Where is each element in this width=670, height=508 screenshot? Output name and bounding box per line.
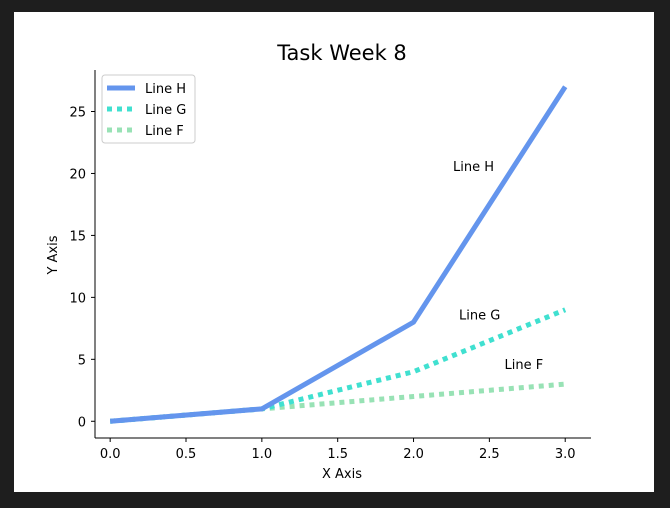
annotation-line-h: Line H [453, 160, 494, 175]
legend-label-line-g: Line G [145, 103, 186, 118]
x-tick-label: 0.0 [100, 447, 121, 462]
y-axis-label: Y Axis [46, 235, 61, 275]
x-tick-label: 1.5 [327, 447, 348, 462]
x-tick-label: 2.5 [479, 447, 500, 462]
legend: Line H Line G Line F [101, 74, 196, 144]
x-tick-label: 1.0 [252, 447, 273, 462]
annotations: Line H Line G Line F [453, 160, 543, 373]
legend-label-line-h: Line H [145, 82, 186, 97]
x-tick-label: 3.0 [555, 447, 576, 462]
legend-box [101, 74, 196, 144]
chart-frame: Task Week 8 0.0 0.5 1.0 1.5 2.0 2.5 3.0 0 5 10 15… [14, 12, 654, 492]
chart-title: Task Week 8 [276, 41, 407, 65]
x-ticks: 0.0 0.5 1.0 1.5 2.0 2.5 3.0 [100, 438, 576, 462]
y-tick-label: 5 [78, 353, 86, 368]
y-tick-label: 25 [69, 106, 86, 121]
plot-marks [109, 85, 568, 424]
series-line-line-g [109, 307, 567, 424]
x-tick-label: 0.5 [176, 447, 197, 462]
x-tick-label: 2.0 [403, 447, 424, 462]
y-ticks: 0 5 10 15 20 25 [69, 106, 95, 430]
y-tick-label: 20 [69, 167, 86, 182]
annotation-line-f: Line F [505, 358, 544, 373]
series-line-line-f [109, 381, 566, 424]
y-tick-label: 15 [69, 229, 86, 244]
annotation-line-g: Line G [459, 309, 500, 324]
x-axis-label: X Axis [322, 467, 362, 482]
legend-label-line-f: Line F [145, 124, 184, 139]
line-chart: Task Week 8 0.0 0.5 1.0 1.5 2.0 2.5 3.0 0 5 10 15… [46, 41, 591, 482]
y-tick-label: 0 [78, 415, 86, 430]
series-line-line-h [109, 85, 568, 424]
y-tick-label: 10 [69, 291, 86, 306]
